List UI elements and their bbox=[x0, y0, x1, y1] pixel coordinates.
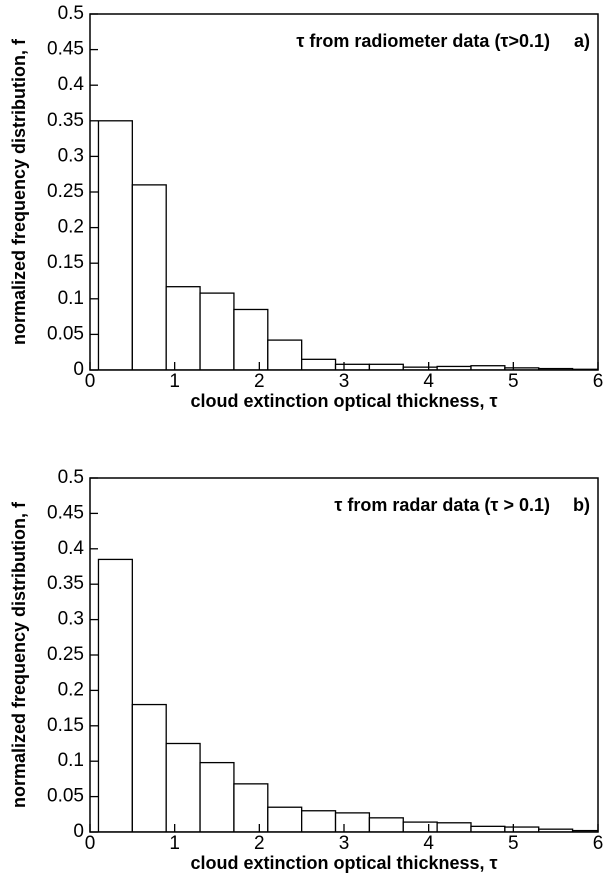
y-tick-label: 0.05 bbox=[47, 323, 84, 344]
bar bbox=[267, 806, 303, 832]
bar bbox=[131, 184, 167, 370]
x-tick-label: 2 bbox=[254, 371, 265, 392]
bar bbox=[165, 742, 201, 832]
x-tick-label: 3 bbox=[339, 833, 350, 854]
x-tick-label: 6 bbox=[593, 371, 604, 392]
x-tick-label: 2 bbox=[254, 833, 265, 854]
y-tick-label: 0.35 bbox=[47, 110, 84, 131]
x-tick-label: 5 bbox=[508, 371, 519, 392]
panel: 0 0.05 0.1 0.15 0.2 0.25 0.3 0.35 0.4 0.45 0.5 0 1 2 3… bbox=[9, 467, 604, 873]
y-tick-label: 0.3 bbox=[58, 609, 84, 630]
bar bbox=[267, 339, 303, 370]
y-tick-label: 0.35 bbox=[47, 573, 84, 594]
y-tick-label: 0.2 bbox=[58, 679, 84, 700]
bar bbox=[199, 761, 235, 832]
bar bbox=[233, 783, 269, 832]
bar bbox=[334, 812, 371, 832]
y-tick-label: 0.1 bbox=[58, 288, 84, 309]
y-tick-label: 0.5 bbox=[58, 3, 84, 24]
x-tick-label: 1 bbox=[169, 833, 180, 854]
y-tick-label: 0 bbox=[73, 359, 84, 380]
y-tick-label: 0.05 bbox=[47, 786, 84, 807]
panel-label: b) bbox=[573, 495, 590, 515]
y-tick-label: 0.25 bbox=[47, 644, 84, 665]
y-tick-label: 0.25 bbox=[47, 181, 84, 202]
x-axis-label: cloud extinction optical thickness, τ bbox=[190, 853, 497, 873]
bar bbox=[334, 363, 371, 370]
x-tick-label: 5 bbox=[508, 833, 519, 854]
y-tick-label: 0.5 bbox=[58, 467, 84, 488]
bar bbox=[131, 703, 167, 832]
bar bbox=[368, 817, 404, 832]
panel: 0 0.05 0.1 0.15 0.2 0.25 0.3 0.35 0.4 0.45 0.5 0 1 2 3… bbox=[9, 3, 604, 411]
y-tick-label: 0.4 bbox=[58, 538, 85, 559]
bar bbox=[199, 292, 235, 370]
x-tick-label: 4 bbox=[423, 371, 434, 392]
x-tick-label: 1 bbox=[169, 371, 180, 392]
x-tick-label: 0 bbox=[85, 371, 96, 392]
y-tick-label: 0.15 bbox=[47, 252, 84, 273]
y-axis-label: normalized frequency distribution, f bbox=[9, 501, 29, 808]
chart-title: τ from radar data (τ > 0.1) bbox=[334, 495, 550, 515]
x-axis-label: cloud extinction optical thickness, τ bbox=[190, 391, 497, 411]
bar bbox=[233, 308, 269, 370]
x-tick-label: 3 bbox=[339, 371, 350, 392]
bar bbox=[470, 825, 506, 832]
y-tick-label: 0.15 bbox=[47, 715, 84, 736]
x-tick-label: 4 bbox=[423, 833, 434, 854]
bar bbox=[97, 558, 133, 832]
bar bbox=[97, 120, 133, 370]
y-tick-label: 0.4 bbox=[58, 74, 85, 95]
bar bbox=[301, 358, 337, 370]
y-tick-label: 0 bbox=[73, 821, 84, 842]
y-tick-label: 0.45 bbox=[47, 39, 84, 60]
y-tick-label: 0.2 bbox=[58, 217, 84, 238]
bar bbox=[165, 286, 201, 370]
chart-title: τ from radiometer data (τ>0.1) bbox=[296, 31, 550, 51]
bar bbox=[402, 821, 438, 832]
bar bbox=[368, 363, 404, 370]
y-tick-label: 0.3 bbox=[58, 145, 84, 166]
y-tick-label: 0.45 bbox=[47, 502, 84, 523]
bar bbox=[301, 810, 337, 832]
bar bbox=[436, 822, 472, 832]
y-axis-label: normalized frequency distribution, f bbox=[9, 38, 29, 345]
x-tick-label: 0 bbox=[85, 833, 96, 854]
x-tick-label: 6 bbox=[593, 833, 604, 854]
y-tick-label: 0.1 bbox=[58, 750, 84, 771]
panel-label: a) bbox=[574, 31, 590, 51]
